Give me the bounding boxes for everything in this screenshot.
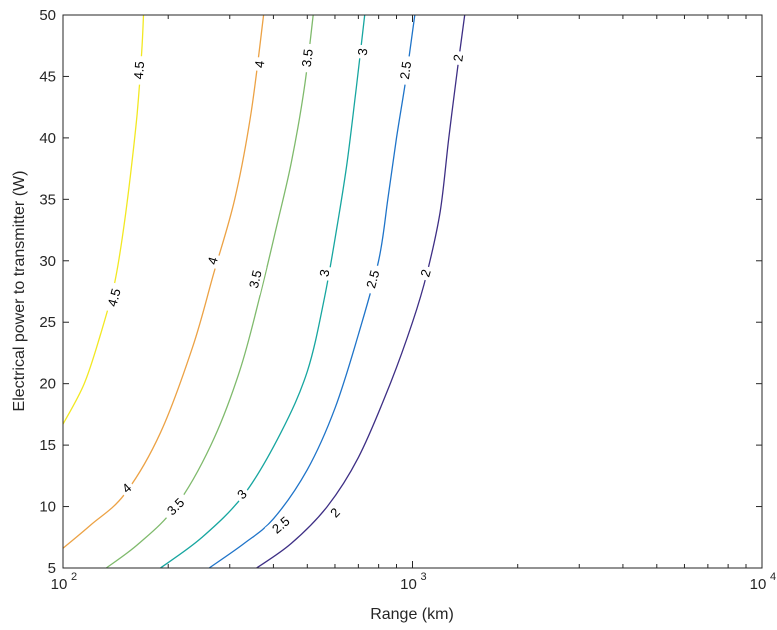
contour-label-group: 4 bbox=[203, 252, 223, 270]
contour-label-3-5: 3.5 bbox=[246, 269, 265, 290]
contour-label-4-5: 4.5 bbox=[131, 61, 147, 80]
contour-label-gap bbox=[159, 490, 192, 523]
y-tick-label: 40 bbox=[39, 130, 56, 147]
contour-label-2: 2 bbox=[417, 268, 433, 279]
contour-label-4-5: 4.5 bbox=[104, 287, 123, 308]
x-tick-label: 10 bbox=[400, 576, 417, 593]
contour-line-3-5 bbox=[105, 14, 314, 569]
contour-label-2-5: 2.5 bbox=[363, 268, 382, 289]
contour-label-group: 3.5 bbox=[244, 263, 267, 295]
x-axis-label: Range (km) bbox=[370, 606, 454, 623]
contour-line-2 bbox=[256, 14, 466, 569]
contour-label-3: 3 bbox=[355, 47, 371, 56]
contour-label-2: 2 bbox=[450, 53, 466, 62]
contour-label-group: 4.5 bbox=[129, 55, 149, 86]
y-tick-label: 30 bbox=[39, 253, 56, 270]
contour-label-gap bbox=[116, 477, 137, 499]
contour-label-group: 2.5 bbox=[361, 263, 385, 296]
contour-label-group: 2.5 bbox=[395, 55, 416, 86]
contour-line-3 bbox=[160, 14, 366, 569]
contour-label-group: 4 bbox=[250, 56, 269, 72]
y-tick-label: 50 bbox=[39, 7, 56, 24]
contour-label-group: 2 bbox=[449, 50, 467, 66]
contour-label-gap bbox=[361, 263, 385, 296]
contour-label-group: 4.5 bbox=[102, 281, 126, 314]
y-tick-label: 20 bbox=[39, 376, 56, 393]
contour-line-4 bbox=[62, 14, 265, 549]
x-tick-exponent: 2 bbox=[71, 571, 77, 583]
contour-label-gap bbox=[324, 502, 346, 524]
contour-label-group: 3 bbox=[315, 265, 334, 282]
contour-label-gap bbox=[244, 263, 267, 295]
y-tick-label: 5 bbox=[48, 560, 56, 577]
contour-label-group: 3 bbox=[231, 483, 253, 505]
contour-label-gap bbox=[231, 483, 253, 505]
contour-label-2-5: 2.5 bbox=[397, 60, 414, 80]
contour-label-gap bbox=[264, 509, 297, 541]
contour-label-3: 3 bbox=[316, 268, 332, 278]
y-tick-label: 15 bbox=[39, 437, 56, 454]
contour-label-group: 3.5 bbox=[297, 42, 317, 74]
contour-label-gap bbox=[129, 55, 149, 86]
contour-label-gap bbox=[203, 252, 223, 270]
x-tick-exponent: 3 bbox=[420, 571, 426, 583]
contour-label-4: 4 bbox=[204, 255, 220, 266]
contour-label-gap bbox=[449, 50, 467, 66]
contour-label-gap bbox=[297, 42, 317, 74]
y-tick-label: 10 bbox=[39, 499, 56, 516]
x-tick-label: 10 bbox=[750, 576, 767, 593]
contour-label-gap bbox=[416, 264, 436, 282]
x-tick-label: 10 bbox=[51, 576, 68, 593]
contour-label-group: 3 bbox=[353, 44, 372, 60]
contour-label-4: 4 bbox=[252, 60, 268, 69]
contour-label-3-5: 3.5 bbox=[299, 48, 316, 68]
contour-label-gap bbox=[250, 56, 269, 72]
contour-label-gap bbox=[102, 281, 126, 314]
contour-label-gap bbox=[353, 44, 372, 60]
contour-label-group: 4 bbox=[116, 477, 137, 499]
y-tick-label: 45 bbox=[39, 68, 56, 85]
contour-label-gap bbox=[315, 265, 334, 282]
y-tick-label: 25 bbox=[39, 314, 56, 331]
x-tick-exponent: 4 bbox=[770, 571, 776, 583]
y-tick-label: 35 bbox=[39, 191, 56, 208]
contour-label-group: 2 bbox=[416, 264, 436, 282]
plot-area bbox=[63, 15, 762, 568]
y-axis-label: Electrical power to transmitter (W) bbox=[11, 171, 28, 412]
contour-line-2-5 bbox=[208, 14, 416, 569]
contour-label-gap bbox=[395, 55, 416, 86]
contour-label-group: 2 bbox=[324, 502, 346, 524]
